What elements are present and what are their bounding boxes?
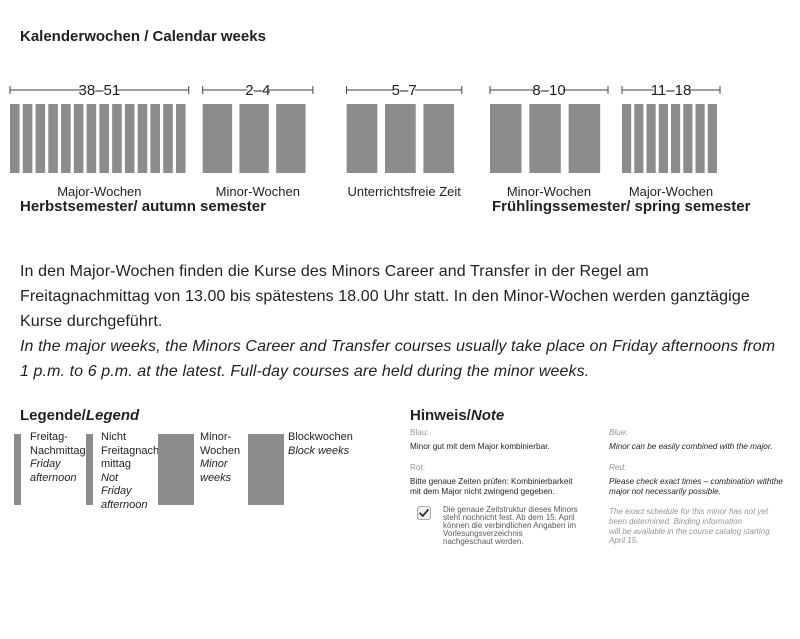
svg-text:2–4: 2–4: [245, 82, 270, 99]
svg-text:Unterrichtsfreie Zeit: Unterrichtsfreie Zeit: [347, 184, 461, 199]
svg-text:Major-Wochen: Major-Wochen: [57, 184, 141, 199]
svg-text:Minor-Wochen: Minor-Wochen: [216, 184, 300, 199]
svg-text:Major-Wochen: Major-Wochen: [629, 184, 713, 199]
svg-text:Minor-Wochen: Minor-Wochen: [507, 184, 591, 199]
svg-text:5–7: 5–7: [392, 82, 417, 99]
svg-text:11–18: 11–18: [651, 82, 692, 99]
svg-text:8–10: 8–10: [532, 82, 565, 99]
svg-text:38–51: 38–51: [79, 82, 121, 99]
